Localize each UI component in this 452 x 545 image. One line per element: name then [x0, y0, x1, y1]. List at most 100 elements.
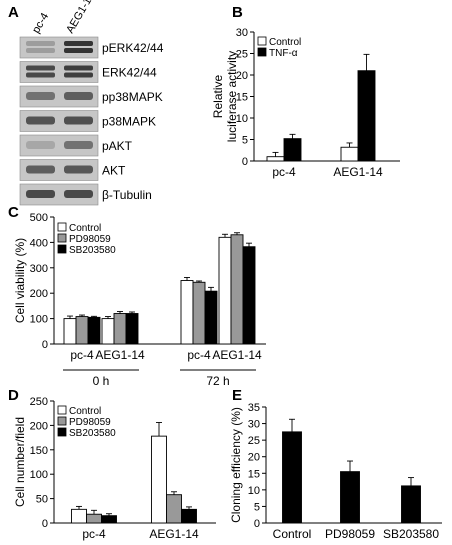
blot-band	[64, 141, 93, 149]
y-axis-label: Cell viability (%)	[13, 238, 27, 323]
blot-label: p38MAPK	[102, 115, 156, 129]
bar-c	[242, 246, 256, 345]
blot-band	[26, 41, 55, 46]
blot-band	[26, 92, 55, 100]
lane-label: pc-4	[30, 11, 51, 36]
y-tick-label: 15	[236, 92, 248, 104]
y-tick-label: 20	[248, 452, 260, 464]
panel-label-a: A	[8, 4, 19, 21]
blot-band	[64, 92, 93, 100]
legend-swatch	[57, 427, 67, 437]
x-tick-label: AEG1-14	[95, 348, 145, 362]
legend-entry: SB203580	[69, 428, 116, 439]
x-tick-label: SB203580	[383, 527, 439, 541]
bar-d	[71, 508, 87, 524]
panel-label-c: C	[8, 204, 19, 221]
legend-entry: Control	[69, 406, 101, 417]
bar-d	[166, 494, 182, 524]
legend-swatch	[257, 47, 267, 57]
y-tick-label: 0	[242, 156, 248, 168]
legend-swatch	[57, 244, 67, 254]
y-tick-label: 0	[254, 518, 260, 530]
panel-label-d: D	[8, 387, 19, 404]
legend-entry: PD98059	[69, 417, 111, 428]
bar-c	[63, 318, 77, 345]
bar-c	[75, 316, 89, 345]
blot-strip	[19, 36, 99, 59]
blot-strip	[19, 61, 99, 83]
y-tick-label: 25	[236, 49, 248, 61]
bar-e	[401, 485, 421, 524]
bar-c	[113, 313, 127, 345]
legend-swatch	[57, 233, 67, 243]
blot-band	[64, 116, 93, 125]
bar-b	[340, 146, 359, 162]
bar-e	[282, 431, 302, 524]
bar-d	[101, 515, 117, 524]
bar-c	[218, 236, 232, 345]
bar-c	[204, 290, 218, 345]
y-tick-label: 0	[42, 518, 48, 530]
bar-c	[230, 234, 244, 345]
blot-label: AKT	[102, 164, 126, 178]
blot-strip	[19, 85, 99, 108]
legend-entry: PD98059	[69, 234, 111, 245]
blot-label: β-Tubulin	[102, 188, 152, 202]
lane-label: AEG1-14	[64, 0, 97, 35]
y-tick-label: 0	[42, 339, 48, 351]
legend-entry: SB203580	[69, 245, 116, 256]
x-tick-label: AEG1-14	[333, 165, 383, 179]
blot-strip	[19, 183, 99, 206]
y-tick-label: 30	[248, 419, 260, 431]
y-tick-label: 400	[30, 237, 48, 249]
y-axis-label: Cell number/field	[13, 417, 27, 507]
y-tick-label: 300	[30, 263, 48, 275]
y-tick-label: 5	[254, 501, 260, 513]
bar-d	[181, 508, 197, 524]
legend-swatch	[57, 416, 67, 426]
y-tick-label: 35	[248, 402, 260, 414]
bar-b	[266, 156, 285, 162]
y-tick-label: 200	[30, 288, 48, 300]
y-tick-label: 10	[248, 485, 260, 497]
blot-label: pERK42/44	[102, 41, 164, 55]
blot-band	[64, 65, 93, 71]
panel-label-b: B	[232, 4, 243, 21]
legend-swatch	[257, 36, 267, 46]
y-axis-label: Cloning efficiency (%)	[229, 407, 243, 523]
x-tick-label: pc-4	[70, 348, 94, 362]
y-axis-label: luciferase activity	[225, 51, 239, 142]
blot-band	[26, 116, 55, 125]
bar-c	[125, 313, 139, 345]
blot-label: pp38MAPK	[102, 90, 163, 104]
blot-band	[64, 72, 93, 78]
blot-strip	[19, 159, 99, 181]
x-tick-label: pc-4	[82, 527, 106, 541]
x-tick-label: PD98059	[325, 527, 375, 541]
bar-e	[340, 471, 360, 524]
y-tick-label: 500	[30, 212, 48, 224]
x-tick-label: AEG1-14	[212, 348, 262, 362]
bar-d	[86, 513, 102, 524]
bar-c	[101, 318, 115, 345]
legend-entry: Control	[269, 37, 301, 48]
x-tick-label: pc-4	[187, 348, 211, 362]
y-axis-label: Relative	[211, 75, 225, 119]
x-tick-label: pc-4	[272, 165, 296, 179]
y-tick-label: 20	[236, 70, 248, 82]
blot-band	[26, 141, 55, 149]
bar-d	[151, 435, 167, 524]
blot-band	[64, 48, 93, 53]
legend-swatch	[57, 405, 67, 415]
bar-c	[192, 281, 206, 345]
bar-b	[357, 70, 376, 162]
y-tick-label: 100	[30, 469, 48, 481]
y-tick-label: 100	[30, 314, 48, 326]
panel-label-e: E	[232, 387, 242, 404]
y-tick-label: 10	[236, 113, 248, 125]
x-tick-label: Control	[273, 527, 312, 541]
blot-band	[26, 48, 55, 53]
blot-band	[64, 41, 93, 46]
y-tick-label: 250	[30, 396, 48, 408]
